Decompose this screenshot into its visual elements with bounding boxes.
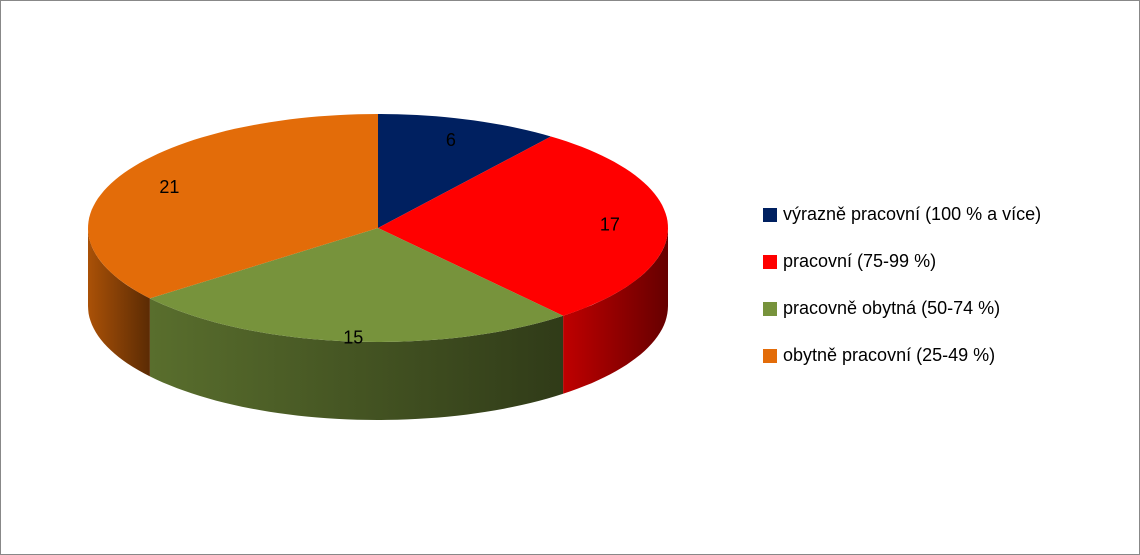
data-label: 17: [600, 214, 620, 234]
data-label: 15: [343, 327, 363, 347]
data-label: 21: [159, 177, 179, 197]
legend-swatch: [763, 302, 777, 316]
legend-swatch: [763, 255, 777, 269]
data-label: 6: [446, 130, 456, 150]
slice-side: [563, 228, 668, 394]
legend-swatch: [763, 208, 777, 222]
slice: [149, 228, 564, 342]
legend-label: výrazně pracovní (100 % a více): [783, 204, 1041, 224]
legend-label: pracovní (75-99 %): [783, 251, 936, 271]
slice: [88, 114, 378, 299]
legend-label: pracovně obytná (50-74 %): [783, 298, 1000, 318]
slice-side: [88, 228, 150, 377]
legend-label: obytně pracovní (25-49 %): [783, 345, 995, 365]
slice: [378, 114, 551, 228]
slice-side: [149, 298, 564, 420]
slice: [378, 136, 668, 316]
legend-swatch: [763, 349, 777, 363]
